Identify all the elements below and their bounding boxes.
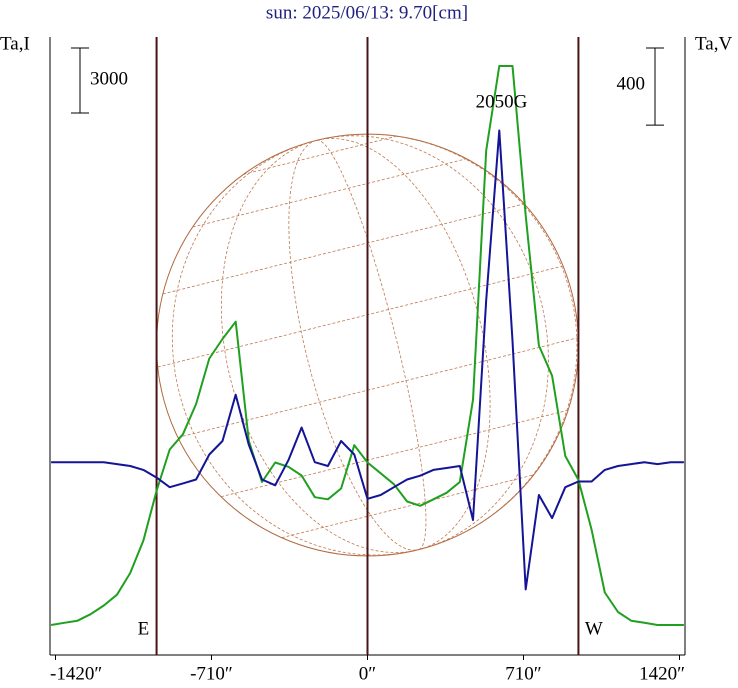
scale-bar-label: 3000 (90, 68, 128, 89)
annotation: E (138, 618, 150, 639)
meridian (171, 139, 419, 556)
x-tick-label: 710″ (505, 663, 541, 684)
parallel (162, 203, 525, 295)
scale-bar-label: 400 (617, 73, 646, 94)
sun-grid (157, 133, 579, 556)
parallel (243, 135, 397, 175)
x-tick-label: -710″ (190, 663, 233, 684)
x-tick-label: 1420″ (639, 663, 685, 684)
meridian (316, 133, 578, 551)
meridian (316, 139, 427, 551)
meridian (316, 135, 549, 551)
parallel (177, 337, 579, 438)
x-tick-label: -1420″ (50, 663, 102, 684)
meridian (220, 139, 419, 553)
chart-title: sun: 2025/06/13: 9.70[cm] (266, 2, 468, 23)
series-line (50, 65, 684, 626)
meridian (288, 139, 419, 551)
annotation: 2050G (476, 91, 528, 112)
parallel (192, 158, 467, 228)
parallel (157, 265, 564, 368)
meridian (316, 138, 491, 551)
y-axis-label: Ta,I (0, 33, 30, 54)
series-line (51, 129, 684, 591)
parallel (281, 474, 534, 539)
y2-axis-label: Ta,V (695, 33, 732, 54)
annotation: W (585, 618, 603, 639)
x-tick-label: 0″ (359, 663, 376, 684)
